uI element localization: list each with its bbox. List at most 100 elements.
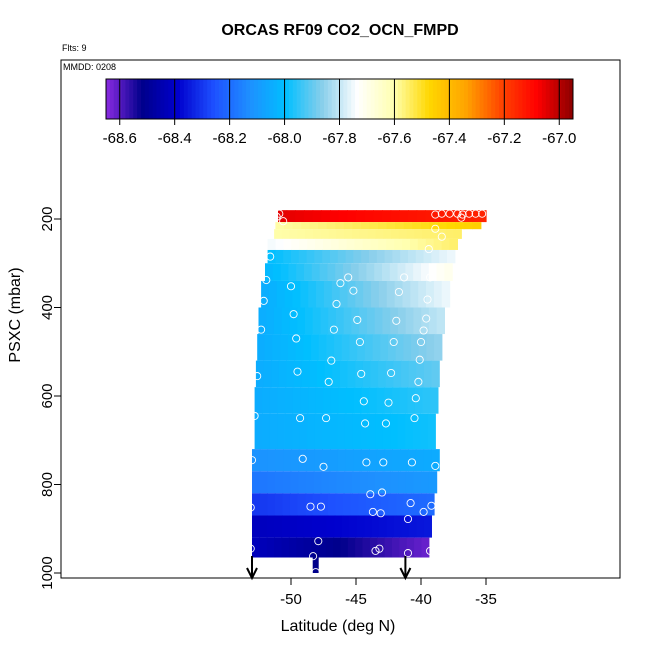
heatmap-cell-band-2 <box>430 229 439 239</box>
heatmap-cell-band-13 <box>367 471 376 494</box>
heatmap-cell-band-11 <box>382 413 391 450</box>
colorbar-segment <box>429 79 434 119</box>
heatmap-cell-band-11 <box>367 413 376 450</box>
observation-point <box>414 377 423 386</box>
colorbar-segment <box>401 79 407 119</box>
heatmap-cell-band-11 <box>262 413 271 450</box>
heatmap-cell-band-8 <box>418 334 428 361</box>
heatmap-cell-band-11 <box>397 413 406 450</box>
colorbar-segment <box>320 79 325 119</box>
heatmap-cell-band-15 <box>266 515 276 538</box>
heatmap-cell-band-15 <box>394 515 403 538</box>
heatmap-cell-band-9 <box>294 360 303 388</box>
heatmap-cell-band-12 <box>306 449 315 472</box>
heatmap-cell-band-8 <box>357 334 366 361</box>
heatmap-cell-band-2 <box>352 229 361 239</box>
colorbar-tick-label: -67.6 <box>377 130 411 147</box>
observation-point <box>246 544 255 553</box>
heatmap-cell-band-15 <box>334 515 343 538</box>
heatmap-cell-band-16 <box>377 537 386 558</box>
heatmap-cell-band-6 <box>426 280 435 308</box>
observation-point <box>384 398 393 407</box>
colorbar-segment <box>467 79 473 119</box>
heatmap-cell-band-14 <box>343 493 352 516</box>
heatmap-cell-band-4 <box>330 249 339 264</box>
colorbar-segment <box>545 79 551 119</box>
heatmap-cell-band-1 <box>438 222 448 230</box>
heatmap-cell-band-9 <box>362 360 372 388</box>
colorbar-segment <box>553 79 558 119</box>
observation-point <box>376 509 385 518</box>
observation-point <box>289 310 298 319</box>
heatmap-cell-band-4 <box>423 249 432 264</box>
heatmap-cell-band-12 <box>252 449 261 472</box>
observation-point <box>403 514 413 524</box>
date-note: MMDD: 0208 <box>63 62 116 72</box>
heatmap-cell-band-1 <box>463 222 473 230</box>
colorbar-segment <box>549 79 555 119</box>
heatmap-cell-band-10 <box>392 387 401 414</box>
observation-point <box>403 549 413 558</box>
heatmap-cell-band-2 <box>383 229 392 239</box>
colorbar-segment <box>378 79 383 119</box>
heatmap-cell-band-7 <box>436 307 445 335</box>
heatmap-cell-band-8 <box>280 334 289 361</box>
heatmap-cell-band-6 <box>292 280 301 308</box>
heatmap-cell-band-9 <box>370 360 379 388</box>
heatmap-cell-band-11 <box>307 413 316 450</box>
heatmap-cell-band-4 <box>283 249 292 264</box>
heatmap-cell-band-7 <box>413 307 422 335</box>
colorbar-segment <box>506 79 512 119</box>
colorbar-segment <box>308 79 313 119</box>
heatmap-cell-band-8 <box>341 334 351 361</box>
observation-point <box>431 461 440 470</box>
colorbar-segment <box>129 79 134 119</box>
heatmap-cell-band-8 <box>287 334 297 361</box>
colorbar-tick-label: -68.0 <box>267 130 301 147</box>
heatmap-cell-band-13 <box>267 471 276 494</box>
observation-point <box>357 369 366 378</box>
observation-point <box>431 224 440 233</box>
x-tick-label: -40 <box>410 591 432 608</box>
observation-point <box>355 337 364 347</box>
heatmap-cell-band-7 <box>266 307 275 335</box>
observation-point <box>392 316 401 325</box>
heatmap-cell-band-9 <box>393 360 402 388</box>
colorbar-segment <box>160 79 165 119</box>
heatmap-cell-band-6 <box>261 280 270 308</box>
heatmap-cell-band-14 <box>365 493 374 516</box>
heatmap-cell-band-12 <box>267 449 276 472</box>
colorbar-segment <box>475 79 481 119</box>
heatmap-cell-band-10 <box>323 387 332 414</box>
heatmap-cell-band-15 <box>341 515 350 538</box>
heatmap-cell-band-7 <box>320 307 329 335</box>
observation-point <box>309 552 318 561</box>
heatmap-cell-band-10 <box>369 387 378 414</box>
heatmap-cell-band-7 <box>428 307 438 335</box>
colorbar-segment <box>137 79 142 119</box>
heatmap-cell-band-1 <box>283 222 294 230</box>
chart-title: ORCAS RF09 CO2_OCN_FMPD <box>221 22 458 39</box>
observation-point <box>361 419 370 428</box>
colorbar-segment <box>351 79 356 119</box>
colorbar-segment <box>390 79 395 119</box>
heatmap-cell-band-12 <box>298 449 308 472</box>
heatmap-cell-band-14 <box>327 493 337 516</box>
observation-point <box>298 454 307 463</box>
colorbar-tick-label: -68.6 <box>103 130 137 147</box>
heatmap-cell-band-16 <box>347 537 356 558</box>
colorbar-segment <box>522 79 527 119</box>
heatmap-cell-band-5 <box>343 263 352 281</box>
colorbar-segment <box>304 79 309 119</box>
heatmap-cell-band-3 <box>449 238 458 250</box>
heatmap-cell-band-10 <box>269 387 279 414</box>
colorbar-segment <box>218 79 224 119</box>
heatmap-cell-band-16 <box>333 537 341 558</box>
observation-point <box>437 232 446 241</box>
colorbar-segment <box>382 79 387 119</box>
heatmap-cell-band-1 <box>472 222 482 230</box>
observation-point <box>431 210 440 219</box>
heatmap-cell-band-8 <box>272 334 281 361</box>
heatmap-cell-band-7 <box>335 307 345 335</box>
colorbar-segment <box>374 79 379 119</box>
